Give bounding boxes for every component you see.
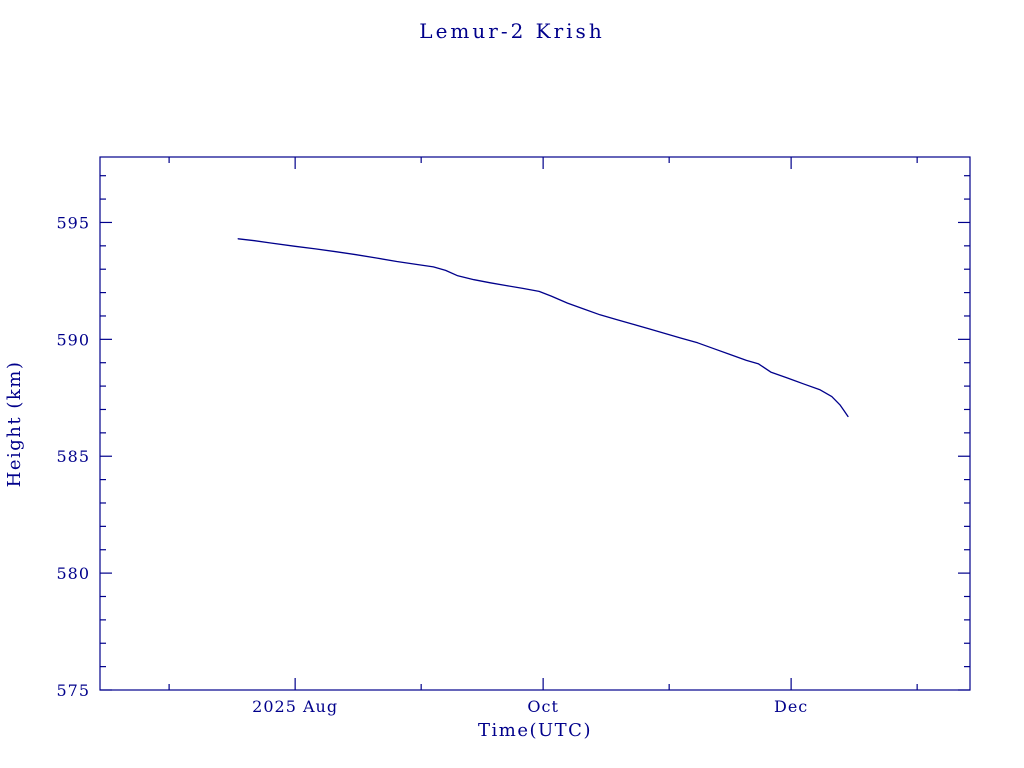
y-tick-label: 595 (56, 213, 90, 232)
y-axis-label: Height (km) (4, 361, 25, 488)
tick-labels: 2025 Aug Oct Dec 575 580 585 590 595 (56, 213, 808, 716)
y-tick-label: 580 (56, 564, 90, 583)
y-tick-label: 585 (56, 447, 90, 466)
y-tick-label: 575 (56, 681, 90, 700)
x-tick-label: 2025 Aug (252, 697, 338, 716)
x-tick-label: Oct (527, 697, 559, 716)
plot-border (99, 156, 971, 691)
x-axis-label: Time(UTC) (478, 720, 592, 741)
height-decay-line (237, 238, 849, 418)
x-tick-label: Dec (774, 697, 808, 716)
axis-ticks (100, 157, 970, 691)
chart-title: Lemur-2 Krish (419, 19, 604, 43)
y-tick-label: 590 (56, 330, 90, 349)
series-polyline (237, 238, 849, 418)
plot-frame (99, 156, 971, 691)
